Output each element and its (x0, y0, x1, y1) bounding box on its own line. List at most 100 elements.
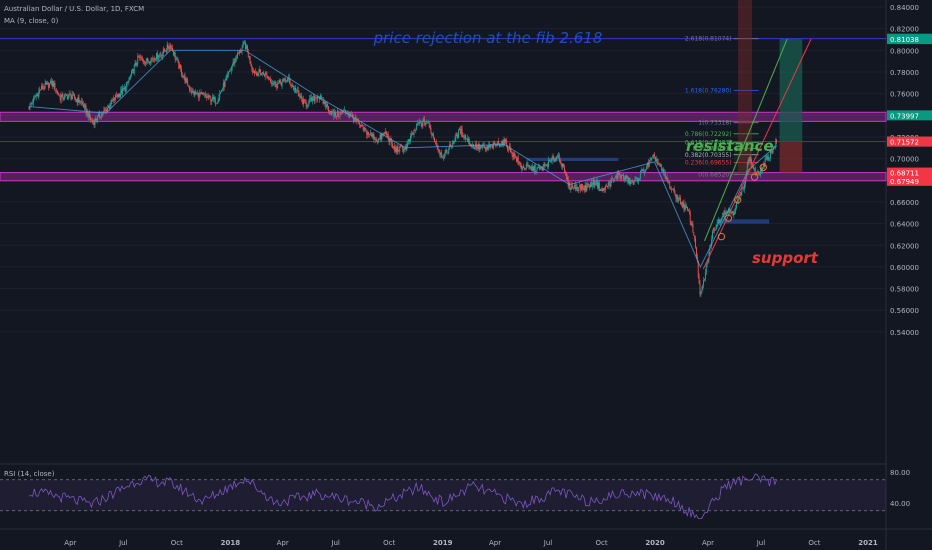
price-candle (494, 142, 496, 145)
price-candle (84, 104, 86, 107)
price-candle (482, 145, 484, 149)
price-candle (293, 86, 295, 90)
price-candle (776, 139, 778, 142)
price-candle (325, 104, 327, 108)
price-candle (222, 82, 224, 89)
price-candle (593, 179, 595, 186)
price-candle (564, 167, 566, 172)
price-candle (160, 54, 162, 56)
price-candle (594, 183, 596, 186)
price-candle (241, 47, 243, 52)
price-candle (536, 167, 538, 172)
price-candle (85, 106, 87, 114)
price-candle (615, 175, 617, 177)
price-candle (276, 87, 278, 88)
price-candle (724, 210, 726, 214)
price-candle (469, 143, 471, 145)
price-candle (366, 129, 368, 135)
price-candle (561, 163, 563, 168)
price-candle (658, 164, 660, 165)
price-candle (322, 97, 324, 104)
price-candle (104, 109, 106, 111)
resistance-zone (0, 111, 887, 122)
price-candle (614, 176, 616, 179)
price-candle (728, 209, 730, 213)
price-candle (573, 187, 574, 189)
price-candle (147, 58, 149, 62)
price-candle (37, 94, 39, 97)
price-candle (483, 145, 484, 147)
trendline-red (702, 38, 812, 270)
price-candle (189, 89, 191, 92)
price-candle (58, 93, 59, 95)
price-candle (492, 142, 494, 149)
price-candle (69, 93, 71, 95)
price-candle (164, 51, 166, 52)
price-candle (82, 102, 83, 105)
price-candle (532, 166, 533, 171)
price-candle (725, 213, 727, 214)
price-candle (530, 166, 532, 168)
x-tick-label: 2018 (221, 539, 241, 547)
price-candle (131, 69, 133, 72)
range-bar (738, 0, 752, 175)
price-candle (740, 192, 742, 196)
price-candle (180, 68, 182, 76)
pivot-marker (733, 196, 742, 204)
price-candle (614, 178, 615, 180)
price-candle (403, 148, 405, 152)
price-candle (655, 158, 657, 162)
price-candle (679, 197, 680, 200)
price-candle (215, 103, 217, 105)
price-candle (228, 71, 230, 75)
price-candle (346, 112, 348, 114)
price-candle (345, 112, 347, 113)
price-candle (95, 118, 97, 121)
price-candle (323, 101, 325, 104)
price-candle (396, 146, 398, 153)
price-candle (759, 174, 761, 176)
price-candle (184, 75, 186, 83)
price-candle (509, 145, 511, 149)
price-candle (545, 164, 547, 166)
price-candle (461, 128, 463, 136)
price-candle (112, 99, 114, 102)
ma-line (29, 49, 777, 268)
price-candle (458, 129, 459, 138)
price-candle (565, 171, 566, 173)
price-candle (368, 134, 370, 136)
price-candle (269, 79, 271, 81)
price-candle (68, 93, 70, 97)
price-candle (524, 168, 525, 170)
price-candle (426, 122, 427, 124)
price-candle (641, 170, 643, 171)
price-candle (655, 156, 656, 162)
price-candle (722, 216, 724, 217)
price-candle (182, 76, 184, 78)
price-candle (579, 185, 581, 188)
price-candle (562, 164, 564, 168)
price-candle (124, 87, 126, 92)
price-candle (181, 75, 183, 77)
price-candle (479, 146, 481, 150)
price-candle (200, 92, 202, 95)
price-candle (295, 87, 296, 93)
price-candle (91, 120, 93, 123)
price-candle (705, 264, 707, 273)
price-candle (363, 128, 365, 131)
price-candle (107, 108, 108, 112)
price-candle (574, 184, 576, 190)
price-candle (76, 99, 78, 103)
price-candle (350, 114, 352, 117)
price-candle (207, 96, 209, 98)
price-candle (173, 52, 175, 55)
price-candle (78, 97, 80, 103)
price-candle (292, 85, 294, 87)
price-candle (213, 96, 214, 100)
price-candle (409, 139, 410, 142)
price-candle (311, 97, 312, 102)
level-tag-label: 0.71572 (890, 139, 919, 147)
price-candle (672, 188, 674, 190)
price-candle (365, 129, 367, 130)
price-candle (525, 164, 527, 170)
